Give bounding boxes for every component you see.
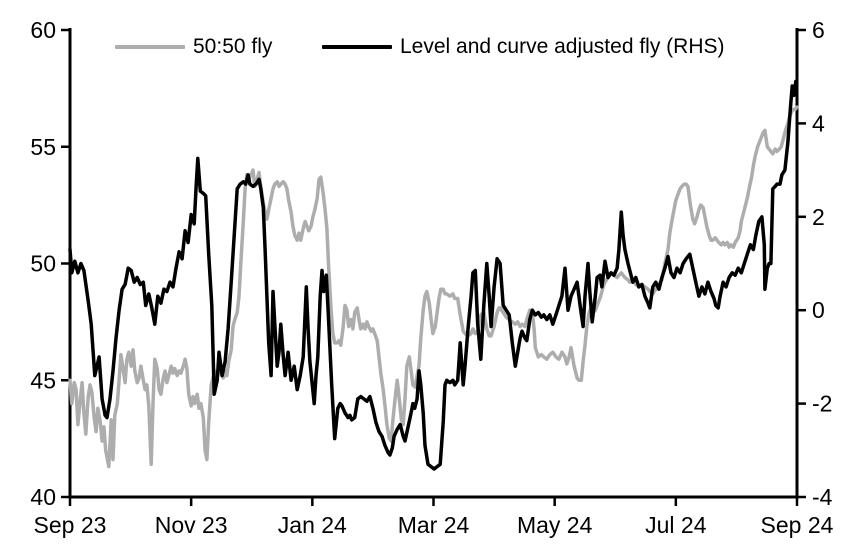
- legend-label-adjusted-fly: Level and curve adjusted fly (RHS): [400, 35, 725, 58]
- legend-swatch-5050-fly: [115, 45, 185, 49]
- legend-item-5050-fly: 50:50 fly: [115, 36, 272, 58]
- legend-swatch-adjusted-fly: [322, 45, 392, 49]
- right-axis-tick-label: 0: [812, 297, 825, 323]
- legend-item-adjusted-fly: Level and curve adjusted fly (RHS): [322, 36, 725, 58]
- right-axis-tick-label: 2: [812, 204, 825, 230]
- left-axis-tick-label: 55: [30, 134, 56, 160]
- x-axis-tick-label: Mar 24: [398, 512, 470, 538]
- left-axis-tick-label: 45: [30, 367, 56, 393]
- legend-label-5050-fly: 50:50 fly: [193, 35, 273, 58]
- right-axis-tick-label: 4: [812, 110, 825, 136]
- left-axis-tick-label: 60: [30, 17, 56, 43]
- x-axis-tick-label: Jan 24: [278, 512, 347, 538]
- series-5050-fly-line: [68, 105, 799, 469]
- x-axis-tick-label: Sep 24: [761, 512, 834, 538]
- left-axis-tick-label: 40: [30, 484, 56, 510]
- x-axis-tick-label: Nov 23: [155, 512, 228, 538]
- right-axis-tick-label: 6: [812, 17, 825, 43]
- x-axis-tick-label: Jul 24: [645, 512, 707, 538]
- x-axis-tick-label: May 24: [517, 512, 593, 538]
- right-axis-tick-label: -2: [812, 391, 832, 417]
- right-axis-tick-label: -4: [812, 484, 833, 510]
- left-axis-tick-label: 50: [30, 251, 56, 277]
- series-adjusted-fly-line: [68, 79, 798, 471]
- x-axis-tick-label: Sep 23: [34, 512, 107, 538]
